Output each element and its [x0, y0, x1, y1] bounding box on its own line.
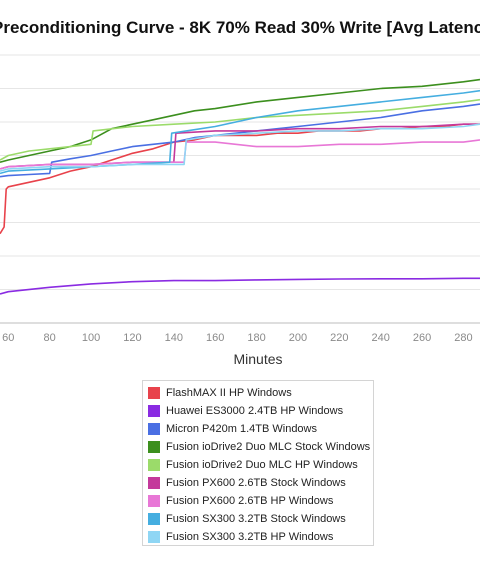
- x-tick-labels: 60 80 100 120 140 160 180 200 220 240 260 280: [2, 332, 472, 344]
- series-line-3: [0, 103, 480, 178]
- x-tick-label: 100: [82, 332, 100, 344]
- legend-label: Fusion ioDrive2 Duo MLC HP Windows: [166, 459, 358, 471]
- legend-label: Huawei ES3000 2.4TB HP Windows: [166, 405, 344, 417]
- legend-swatch: [148, 405, 160, 417]
- chart-plot: 60 80 100 120 140 160 180 200 220 240 260 280 Minut…: [0, 54, 480, 367]
- legend-item[interactable]: Huawei ES3000 2.4TB HP Windows: [148, 402, 373, 420]
- gridlines: [0, 54, 480, 324]
- x-tick-label: 280: [454, 332, 472, 344]
- legend-item[interactable]: Fusion ioDrive2 Duo MLC HP Windows: [148, 456, 373, 474]
- legend-label: Micron P420m 1.4TB Windows: [166, 423, 317, 435]
- legend-item[interactable]: Fusion PX600 2.6TB HP Windows: [148, 492, 373, 510]
- legend-swatch: [148, 387, 160, 399]
- legend-item[interactable]: Fusion ioDrive2 Duo MLC Stock Windows: [148, 438, 373, 456]
- legend-label: Fusion SX300 3.2TB HP Windows: [166, 531, 334, 543]
- legend-swatch: [148, 531, 160, 543]
- legend-swatch: [148, 477, 160, 489]
- series-line-4: [0, 78, 480, 163]
- legend-swatch: [148, 459, 160, 471]
- legend-swatch: [148, 423, 160, 435]
- legend-item[interactable]: Fusion SX300 3.2TB Stock Windows: [148, 510, 373, 528]
- x-tick-label: 200: [289, 332, 307, 344]
- x-tick-label: 60: [2, 332, 14, 344]
- series-line-8: [0, 89, 480, 175]
- x-tick-label: 140: [165, 332, 183, 344]
- legend-label: Fusion PX600 2.6TB HP Windows: [166, 495, 334, 507]
- x-tick-label: 260: [413, 332, 431, 344]
- legend-item[interactable]: Fusion PX600 2.6TB Stock Windows: [148, 474, 373, 492]
- series-line-5: [0, 98, 480, 161]
- series-lines: [0, 78, 480, 295]
- series-line-9: [0, 123, 480, 172]
- x-tick-label: 120: [123, 332, 141, 344]
- legend-label: Fusion SX300 3.2TB Stock Windows: [166, 513, 346, 525]
- series-line-2: [0, 277, 480, 295]
- x-tick-label: 220: [330, 332, 348, 344]
- legend-label: FlashMAX II HP Windows: [166, 387, 292, 399]
- chart-title: Preconditioning Curve - 8K 70% Read 30% …: [0, 18, 480, 37]
- legend-item[interactable]: Fusion SX300 3.2TB HP Windows: [148, 528, 373, 546]
- legend-item[interactable]: Micron P420m 1.4TB Windows: [148, 420, 373, 438]
- legend-swatch: [148, 441, 160, 453]
- legend-label: Fusion ioDrive2 Duo MLC Stock Windows: [166, 441, 371, 453]
- series-line-7: [0, 139, 480, 170]
- legend-item[interactable]: FlashMAX II HP Windows: [148, 384, 373, 402]
- x-tick-label: 80: [44, 332, 56, 344]
- x-axis-label: Minutes: [233, 351, 282, 367]
- x-tick-label: 160: [206, 332, 224, 344]
- legend-label: Fusion PX600 2.6TB Stock Windows: [166, 477, 346, 489]
- legend: FlashMAX II HP Windows Huawei ES3000 2.4T…: [142, 380, 374, 546]
- series-line-1: [0, 123, 480, 235]
- legend-swatch: [148, 495, 160, 507]
- legend-swatch: [148, 513, 160, 525]
- x-tick-label: 240: [372, 332, 390, 344]
- x-tick-label: 180: [247, 332, 265, 344]
